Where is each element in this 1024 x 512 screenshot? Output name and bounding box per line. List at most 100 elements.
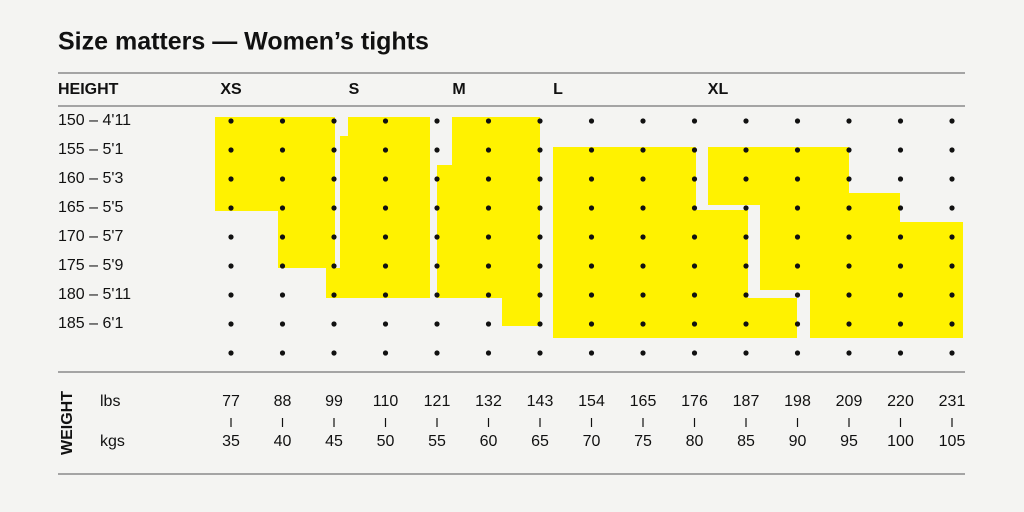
dot [382, 292, 389, 298]
dot [434, 321, 440, 327]
dot [537, 350, 543, 356]
dot [794, 292, 801, 298]
dot [743, 205, 749, 211]
dot [846, 176, 852, 182]
dot [331, 292, 337, 298]
dot [331, 263, 337, 269]
height-label: 165 – 5'5 [58, 199, 123, 216]
height-label: 160 – 5'3 [58, 170, 123, 187]
dot [331, 350, 337, 356]
kgs-value: 60 [480, 433, 498, 450]
dot [434, 292, 440, 298]
dot [331, 118, 337, 124]
dot [691, 205, 698, 211]
lbs-value: 121 [424, 393, 451, 410]
dot [897, 350, 904, 356]
dot [794, 205, 801, 211]
height-label: 185 – 6'1 [58, 315, 123, 332]
dot [279, 234, 286, 240]
dot [743, 321, 749, 327]
dot [588, 205, 595, 211]
zone-xl [708, 147, 963, 338]
dot [434, 350, 440, 356]
lbs-value: 154 [578, 393, 605, 410]
height-label: 155 – 5'1 [58, 141, 123, 158]
dot [228, 292, 234, 298]
size-label: XL [708, 81, 729, 98]
dot [691, 118, 698, 124]
dot [279, 176, 286, 182]
dot [279, 321, 286, 327]
lbs-value: 88 [274, 393, 292, 410]
dot [485, 321, 492, 327]
dot [640, 147, 646, 153]
dot [691, 176, 698, 182]
lbs-value: 165 [630, 393, 657, 410]
size-zones [215, 117, 963, 338]
height-header: HEIGHT [58, 81, 119, 98]
dot [897, 234, 904, 240]
size-label: S [349, 81, 360, 98]
dot [794, 263, 801, 269]
lbs-value: 77 [222, 393, 240, 410]
dot [846, 147, 852, 153]
dot [485, 205, 492, 211]
dot [228, 147, 234, 153]
dot [382, 176, 389, 182]
dot [537, 263, 543, 269]
dot [640, 292, 646, 298]
dot [279, 263, 286, 269]
zone-l [553, 147, 797, 338]
dot [640, 321, 646, 327]
dot [897, 205, 904, 211]
zone-m [437, 117, 540, 326]
zone-xs [215, 117, 335, 268]
kgs-value: 80 [686, 433, 704, 450]
dot [331, 234, 337, 240]
kgs-value: 50 [377, 433, 395, 450]
dot [588, 147, 595, 153]
title: Size matters — Women’s tights [58, 28, 429, 56]
dot [743, 292, 749, 298]
lbs-value: 209 [836, 393, 863, 410]
dot [794, 147, 801, 153]
lbs-value: 231 [939, 393, 966, 410]
dot [897, 292, 904, 298]
dot [846, 321, 852, 327]
dot [537, 321, 543, 327]
dot [691, 350, 698, 356]
dot [537, 118, 543, 124]
lbs-value: 198 [784, 393, 811, 410]
dot [485, 292, 492, 298]
lbs-value: 187 [733, 393, 760, 410]
dot [485, 118, 492, 124]
dot [897, 263, 904, 269]
dot [537, 147, 543, 153]
size-label: L [553, 81, 563, 98]
dot [949, 118, 955, 124]
dot [434, 147, 440, 153]
kgs-value: 100 [887, 433, 914, 450]
lbs-value: 176 [681, 393, 708, 410]
dot [691, 234, 698, 240]
dot [846, 118, 852, 124]
kgs-value: 45 [325, 433, 343, 450]
dot [897, 147, 904, 153]
dot [279, 147, 286, 153]
height-label: 175 – 5'9 [58, 257, 123, 274]
dot [537, 176, 543, 182]
dot [331, 321, 337, 327]
dot [228, 263, 234, 269]
kgs-value: 75 [634, 433, 652, 450]
dot [846, 263, 852, 269]
dot [588, 118, 595, 124]
dot [382, 205, 389, 211]
kgs-label: kgs [100, 433, 125, 450]
dot [485, 147, 492, 153]
dot [228, 205, 234, 211]
dot [794, 176, 801, 182]
dot [949, 234, 955, 240]
size-label: M [452, 81, 465, 98]
